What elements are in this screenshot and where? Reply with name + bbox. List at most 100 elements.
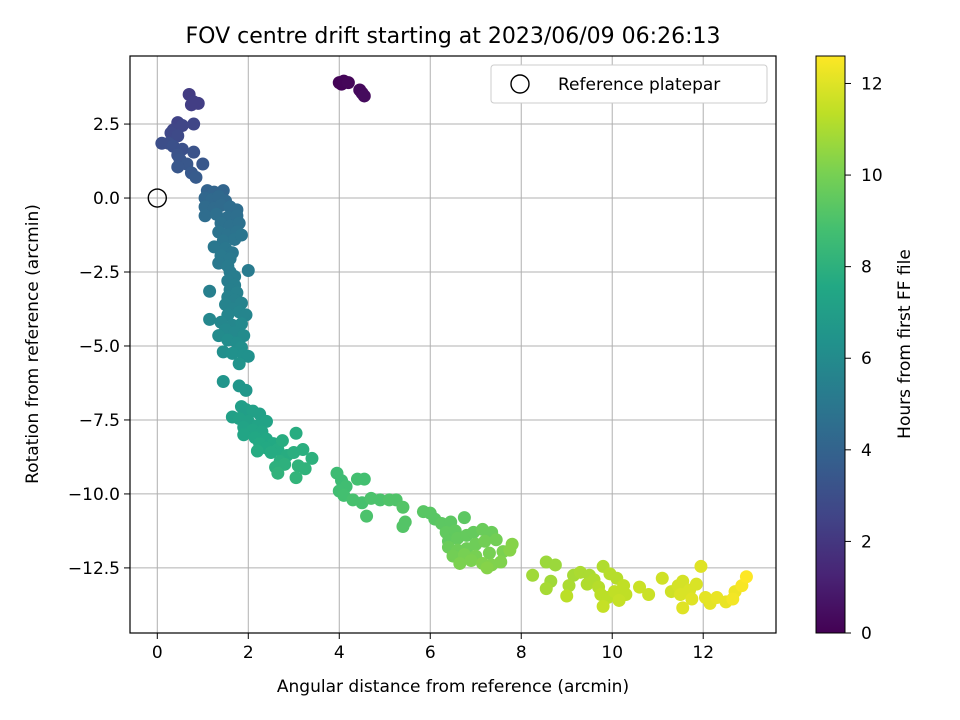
data-point (685, 592, 699, 606)
colorbar-tick-label: 12 (861, 74, 883, 94)
chart-title: FOV centre drift starting at 2023/06/09 … (186, 24, 721, 49)
y-axis-ticks: 2.5 0.0 −2.5 −5.0 −7.5 −10.0 −12.5 (68, 115, 130, 579)
legend: Reference platepar (490, 64, 768, 104)
x-tick-label: 10 (601, 643, 623, 663)
y-tick-label: 0.0 (93, 189, 120, 209)
legend-box (490, 64, 768, 104)
data-point (357, 472, 371, 486)
data-point (203, 284, 217, 298)
plot-area: 0 2 4 6 8 10 12 2.5 0.0 −2.5 −5.0 −7.5 −10.0 −12.5 (68, 55, 777, 663)
data-point (503, 543, 517, 557)
colorbar-ticks: 0 2 4 6 8 10 12 (845, 74, 883, 644)
data-point (171, 129, 185, 143)
data-point (464, 554, 478, 568)
y-tick-label: 2.5 (93, 115, 120, 135)
x-tick-label: 0 (152, 643, 163, 663)
data-point (187, 95, 201, 109)
data-point (187, 117, 201, 131)
data-point (203, 312, 217, 326)
data-point (726, 592, 740, 606)
y-tick-label: −10.0 (68, 485, 120, 505)
data-point (655, 571, 669, 585)
data-point (198, 209, 212, 223)
reference-platepar-marker (147, 188, 167, 208)
x-tick-label: 8 (516, 643, 527, 663)
data-point (676, 574, 690, 588)
x-axis-label: Angular distance from reference (arcmin) (277, 677, 629, 697)
data-point (271, 466, 285, 480)
data-point (562, 579, 576, 593)
data-point (241, 264, 255, 278)
colorbar-gradient (815, 55, 846, 634)
data-point (296, 443, 310, 457)
x-tick-label: 6 (425, 643, 436, 663)
data-point (196, 157, 210, 171)
data-point (612, 593, 626, 607)
data-point (189, 170, 203, 184)
data-point (489, 533, 503, 547)
data-point (250, 444, 264, 458)
data-point (232, 357, 246, 371)
legend-label: Reference platepar (558, 75, 720, 95)
data-point (689, 577, 703, 591)
legend-marker-circle-icon (510, 74, 530, 94)
data-point (187, 145, 201, 159)
data-point (478, 534, 492, 548)
colorbar-tick-label: 2 (861, 532, 872, 552)
data-point (237, 428, 251, 442)
x-tick-label: 2 (243, 643, 254, 663)
data-point (241, 349, 255, 363)
data-point (216, 374, 230, 388)
y-tick-label: −7.5 (79, 411, 120, 431)
reference-point (147, 188, 167, 208)
data-point (341, 76, 355, 90)
data-point (539, 582, 553, 596)
data-point (289, 471, 303, 485)
data-point (373, 493, 387, 507)
data-point (560, 589, 574, 603)
x-tick-label: 4 (334, 643, 345, 663)
colorbar-tick-label: 8 (861, 258, 872, 278)
data-point (739, 570, 753, 584)
data-point (633, 580, 647, 594)
data-point (453, 556, 467, 570)
y-tick-label: −5.0 (79, 337, 120, 357)
data-point (676, 601, 690, 615)
data-point (234, 317, 248, 331)
data-point (171, 160, 185, 174)
data-point (207, 240, 221, 254)
data-points (155, 74, 753, 615)
x-tick-label: 12 (692, 643, 714, 663)
data-point (298, 462, 312, 476)
data-point (264, 446, 278, 460)
data-point (225, 346, 239, 360)
data-point (494, 555, 508, 569)
y-tick-label: −12.5 (68, 559, 120, 579)
y-tick-label: −2.5 (79, 263, 120, 283)
data-point (234, 228, 248, 242)
data-point (480, 561, 494, 575)
data-point (482, 546, 496, 560)
x-axis-ticks: 0 2 4 6 8 10 12 (152, 633, 714, 663)
data-point (596, 599, 610, 613)
grid-lines (130, 56, 776, 633)
colorbar-tick-label: 10 (861, 166, 883, 186)
data-point (275, 434, 289, 448)
data-point (175, 119, 189, 133)
data-point (289, 426, 303, 440)
data-point (396, 500, 410, 514)
data-point (548, 558, 562, 572)
data-point (396, 519, 410, 533)
y-axis-label: Rotation from reference (arcmin) (23, 204, 43, 484)
colorbar-label: Hours from first FF file (895, 249, 915, 439)
plot-frame (129, 55, 777, 634)
data-point (457, 511, 471, 525)
colorbar-tick-label: 0 (861, 624, 872, 644)
colorbar-tick-label: 6 (861, 349, 872, 369)
data-point (526, 568, 540, 582)
data-point (694, 559, 708, 573)
colorbar-tick-label: 4 (861, 441, 872, 461)
data-point (642, 588, 656, 602)
data-point (305, 451, 319, 465)
data-point (357, 89, 371, 103)
